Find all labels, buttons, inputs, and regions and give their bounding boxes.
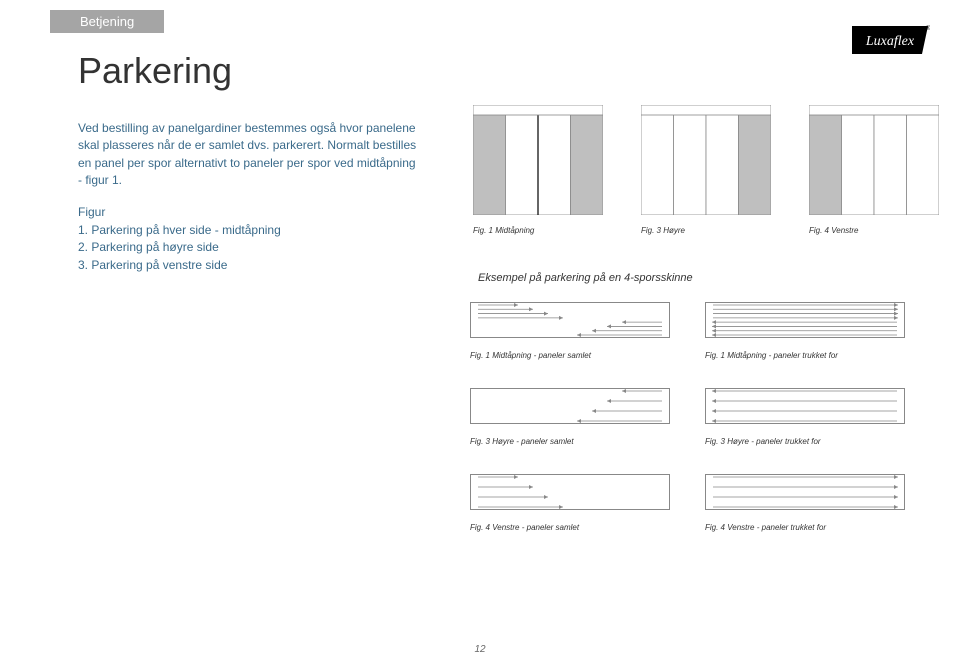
caption: Fig. 3 Høyre - paneler trukket for xyxy=(705,437,905,446)
diagram-venstre xyxy=(809,105,939,220)
section-label: Betjening xyxy=(80,14,134,29)
figur-list: 1. Parkering på hver side - midtåpning 2… xyxy=(78,222,281,274)
caption: Fig. 4 Venstre - paneler trukket for xyxy=(705,523,905,532)
caption: Fig. 4 Venstre - paneler samlet xyxy=(470,523,670,532)
caption: Fig. 1 Midtåpning xyxy=(473,226,603,235)
caption: Fig. 1 Midtåpning - paneler samlet xyxy=(470,351,670,360)
page-title: Parkering xyxy=(78,50,232,92)
section-header: Betjening xyxy=(50,10,164,33)
diagram-midtapning xyxy=(473,105,603,220)
track-diagram xyxy=(470,302,670,343)
track-diagram-grid: Fig. 1 Midtåpning - paneler samlet Fig. … xyxy=(470,302,905,560)
brand-logo: Luxaflex ® xyxy=(850,20,930,60)
track-diagram xyxy=(705,388,905,429)
track-diagram xyxy=(470,388,670,429)
top-diagram-row: Fig. 1 Midtåpning Fig. 3 Høyre Fig. 4 Ve… xyxy=(473,105,939,235)
list-item: 2. Parkering på høyre side xyxy=(78,239,281,256)
intro-paragraph: Ved bestilling av panelgardiner bestemme… xyxy=(78,120,418,190)
track-diagram xyxy=(705,474,905,515)
svg-text:®: ® xyxy=(926,25,930,32)
example-heading: Eksempel på parkering på en 4-sporsskinn… xyxy=(478,272,693,284)
logo-text: Luxaflex xyxy=(865,34,915,49)
track-diagram xyxy=(470,474,670,515)
caption: Fig. 4 Venstre xyxy=(809,226,939,235)
figur-heading: Figur xyxy=(78,205,105,219)
list-item: 1. Parkering på hver side - midtåpning xyxy=(78,222,281,239)
caption: Fig. 1 Midtåpning - paneler trukket for xyxy=(705,351,905,360)
caption: Fig. 3 Høyre xyxy=(641,226,771,235)
track-diagram xyxy=(705,302,905,343)
caption: Fig. 3 Høyre - paneler samlet xyxy=(470,437,670,446)
diagram-hoyre xyxy=(641,105,771,220)
page-number: 12 xyxy=(474,644,485,655)
list-item: 3. Parkering på venstre side xyxy=(78,257,281,274)
